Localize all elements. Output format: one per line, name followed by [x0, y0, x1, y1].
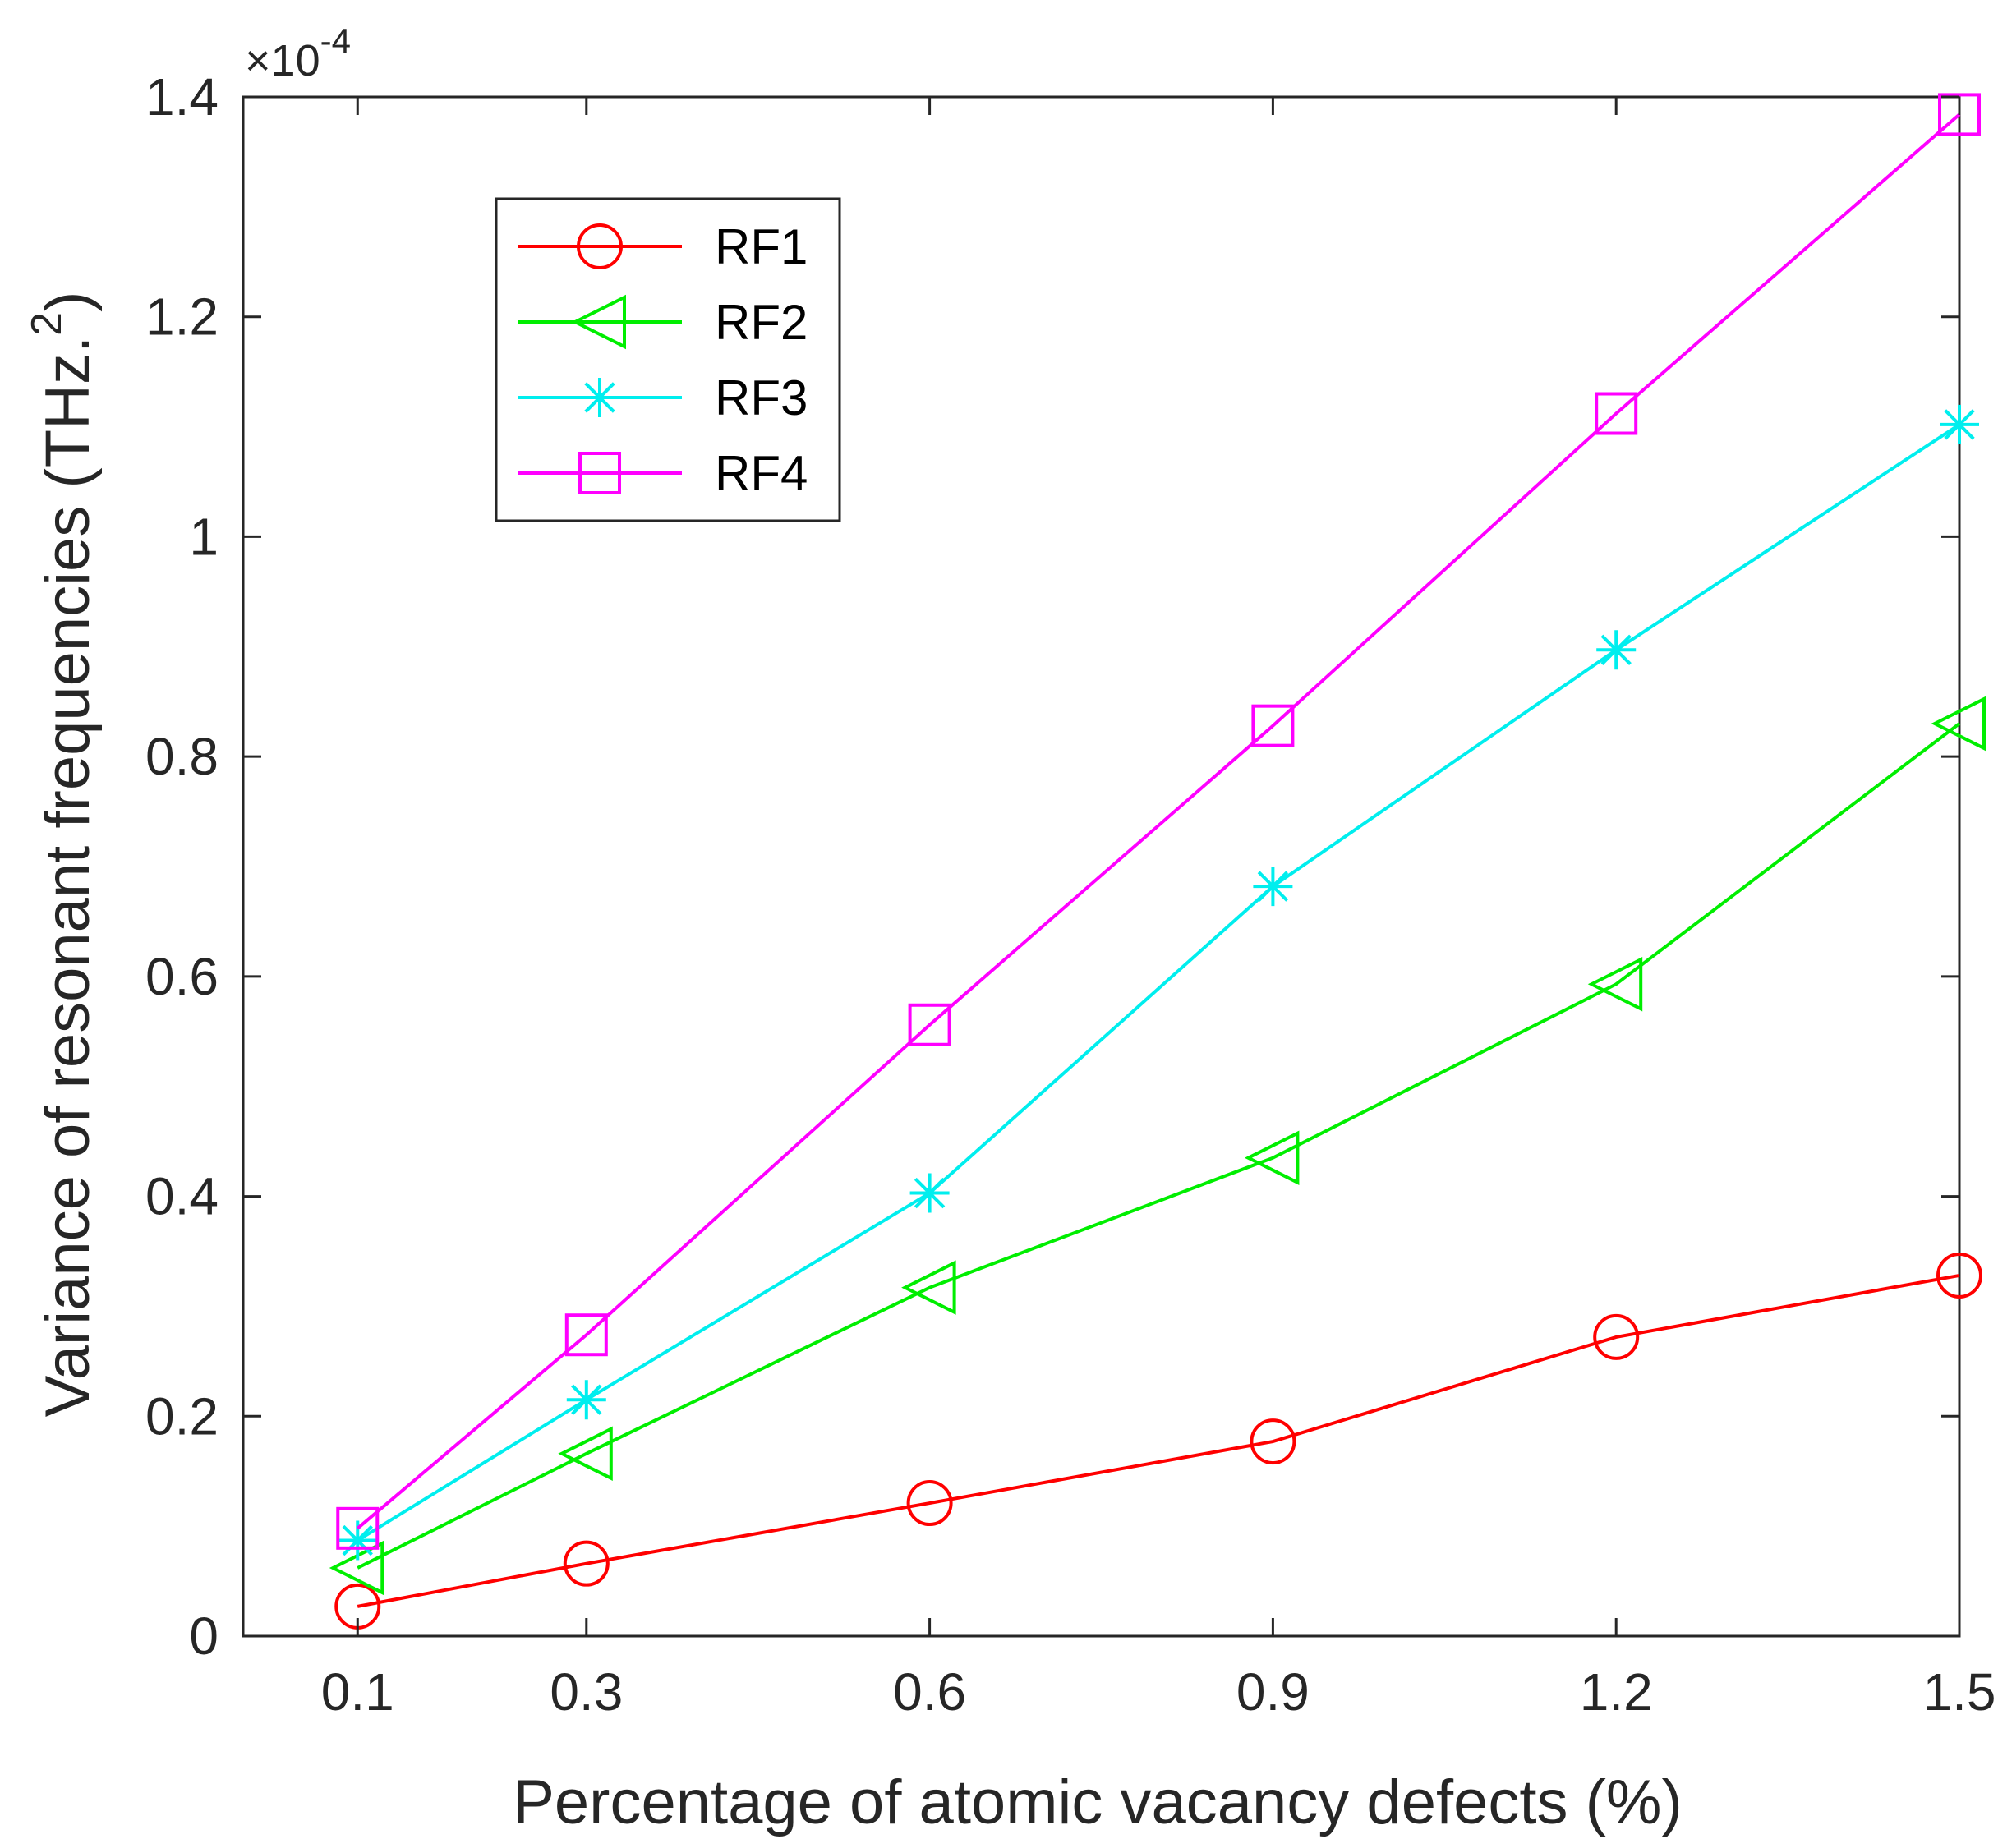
data-point-rf1: [1936, 1252, 1982, 1299]
x-tick-label: 0.6: [893, 1662, 966, 1722]
legend-marker-rf3: [580, 378, 619, 417]
y-axis-label: Variance of resonant frequencies (THz.2): [23, 292, 103, 1418]
legend-marker-rf2: [571, 294, 626, 350]
y-tick-label: 1: [189, 507, 219, 566]
y-axis-label-text: Variance of resonant frequencies (THz.: [33, 336, 103, 1418]
y-tick-label: 0.6: [145, 947, 219, 1006]
ticks-layer: 0 0.2 0.4 0.6 0.8 1 1.2 1.4 0.1 0.3 0.6 0.9 1.2 1.5: [145, 67, 1996, 1722]
series-rf3: [338, 404, 1979, 1561]
data-point-rf2: [1931, 696, 1986, 752]
series-layer: [329, 93, 1986, 1630]
asterisk-stroke: [1257, 871, 1289, 902]
legend-item-rf1: RF1: [518, 219, 808, 274]
series-line-rf4: [356, 113, 1961, 1530]
y-scale-exponent: ×10-4: [245, 21, 351, 85]
y-tick-label: 0.2: [145, 1386, 219, 1446]
asterisk-stroke: [342, 1524, 373, 1556]
data-point-rf2: [901, 1260, 956, 1315]
series-rf2: [329, 696, 1986, 1596]
legend-label-rf3: RF3: [715, 370, 808, 425]
series-line-rf2: [357, 722, 1961, 1570]
y-tick-label: 1.2: [145, 287, 219, 347]
x-axis-label: Percentage of atomic vacancy defects (%): [513, 1768, 1683, 1837]
legend-marker-rf4: [578, 452, 621, 494]
data-point-rf2: [1244, 1130, 1300, 1185]
y-scale-prefix: ×10: [245, 36, 320, 85]
data-point-rf3: [1253, 867, 1293, 907]
legend-label-rf1: RF1: [715, 219, 808, 274]
x-tick-label: 1.2: [1580, 1662, 1653, 1722]
legend: RF1 RF2 RF3 RF4: [495, 197, 841, 522]
y-tick-label: 0.4: [145, 1167, 219, 1226]
y-tick-label: 1.4: [145, 67, 219, 126]
asterisk-stroke: [571, 1384, 602, 1415]
legend-item-rf3: RF3: [518, 370, 808, 425]
asterisk-stroke: [1944, 409, 1975, 440]
y-axis-label-close: ): [33, 292, 103, 312]
series-line-rf1: [357, 1273, 1960, 1608]
data-point-rf4: [564, 1313, 608, 1357]
y-axis-label-superscript: 2: [23, 312, 71, 336]
legend-item-rf4: RF4: [518, 446, 808, 501]
data-point-rf4: [1938, 93, 1981, 136]
data-point-rf3: [338, 1520, 378, 1561]
x-tick-label: 0.9: [1236, 1662, 1310, 1722]
data-point-rf2: [558, 1426, 613, 1482]
series-rf4: [336, 93, 1981, 1550]
data-point-rf3: [566, 1380, 606, 1420]
data-point-rf1: [1250, 1418, 1296, 1465]
legend-marker-rf1: [577, 223, 623, 269]
legend-item-rf2: RF2: [518, 294, 808, 350]
y-tick-label: 0.8: [145, 727, 219, 786]
legend-label-rf4: RF4: [715, 446, 808, 501]
x-tick-label: 1.5: [1923, 1662, 1996, 1722]
data-point-rf1: [1593, 1313, 1640, 1360]
legend-label-rf2: RF2: [715, 295, 808, 350]
data-point-rf4: [336, 1506, 380, 1550]
data-point-rf4: [1251, 704, 1295, 747]
data-point-rf4: [1595, 392, 1638, 435]
asterisk-stroke: [584, 382, 615, 413]
data-point-rf3: [909, 1173, 950, 1213]
data-point-rf3: [1940, 404, 1979, 444]
legend-box: [495, 197, 841, 522]
data-point-rf2: [1587, 956, 1643, 1012]
y-tick-label: 0: [189, 1607, 219, 1666]
asterisk-stroke: [1600, 634, 1632, 665]
data-point-rf3: [1596, 630, 1637, 670]
series-line-rf3: [357, 423, 1961, 1542]
data-point-rf1: [563, 1540, 610, 1587]
data-point-rf4: [908, 1003, 951, 1046]
asterisk-stroke: [914, 1177, 946, 1209]
x-tick-label: 0.3: [550, 1662, 623, 1722]
series-rf1: [334, 1252, 1982, 1630]
x-tick-label: 0.1: [321, 1662, 394, 1722]
data-point-rf1: [906, 1480, 953, 1527]
y-scale-exponent-value: -4: [320, 21, 351, 60]
